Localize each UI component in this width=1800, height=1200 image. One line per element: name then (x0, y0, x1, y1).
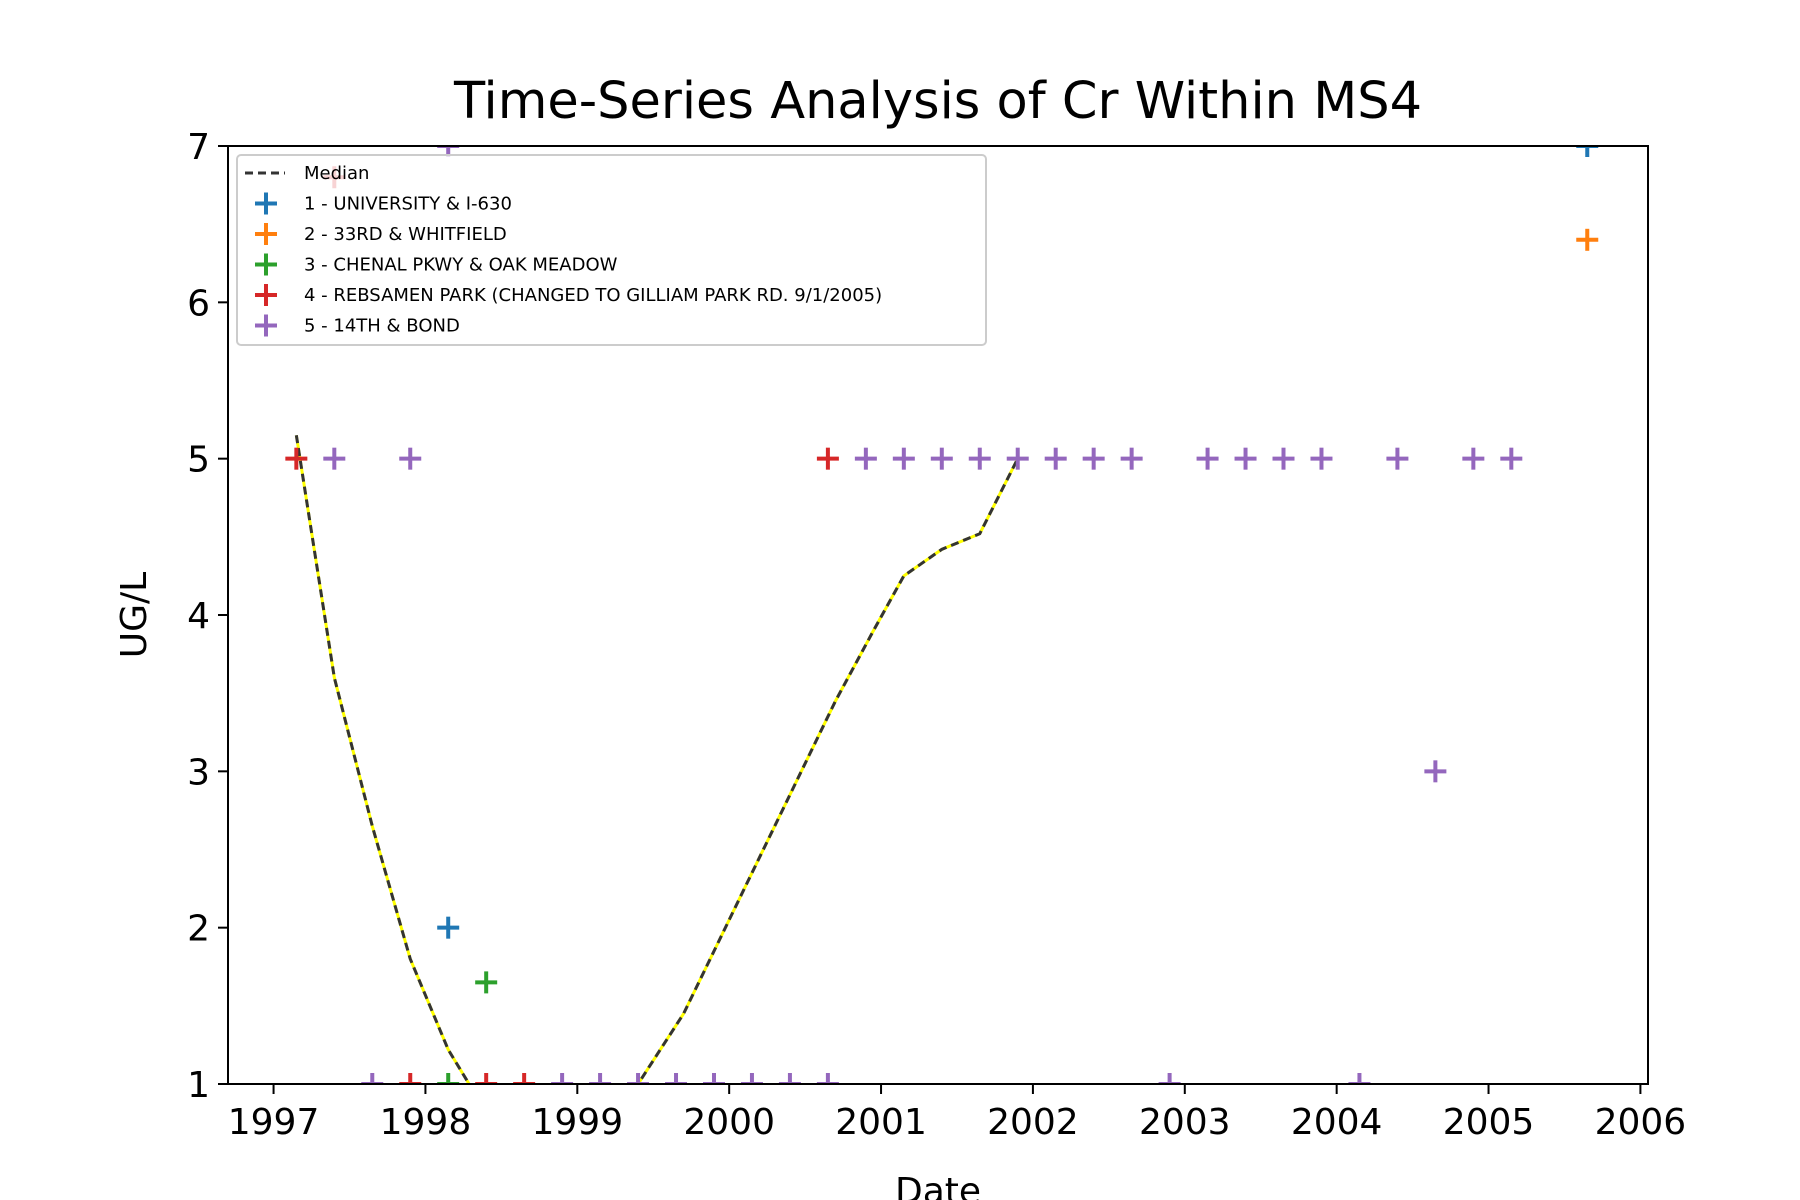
data-point-series-5 (1120, 447, 1143, 470)
data-point-series-5 (1196, 447, 1219, 470)
data-point-series-5 (1386, 447, 1409, 470)
data-point-series-5 (1310, 447, 1333, 470)
legend-label: Median (304, 163, 369, 184)
data-point-series-5 (1462, 447, 1485, 470)
legend-label: 2 - 33RD & WHITFIELD (304, 224, 507, 245)
legend-marker (255, 314, 277, 337)
data-point-series-5 (1006, 447, 1029, 470)
x-tick-label: 1998 (380, 1102, 472, 1143)
data-point-series-5 (1158, 1073, 1181, 1084)
x-tick-label: 2004 (1291, 1102, 1383, 1143)
data-point-series-5 (1500, 447, 1523, 470)
legend: Median 1 - UNIVERSITY & I-630 2 - 33RD & W… (236, 154, 987, 346)
data-point-series-5 (930, 447, 953, 470)
x-axis: 1997 1998 1999 2000 2001 2002 2003 2004 2005 2006 (228, 1084, 1686, 1143)
y-tick-label: 2 (187, 909, 210, 950)
data-point-series-4 (513, 1073, 536, 1084)
data-point-series-3 (437, 1073, 460, 1084)
data-point-series-4 (399, 1073, 422, 1084)
data-point-series-2 (1576, 228, 1599, 251)
data-point-series-5 (1272, 447, 1295, 470)
data-point-series-5 (740, 1073, 763, 1084)
legend-marker (255, 253, 277, 276)
data-point-series-5 (589, 1073, 612, 1084)
data-point-series-5 (551, 1073, 574, 1084)
y-tick-label: 4 (187, 596, 210, 637)
median-line (294, 434, 1020, 1084)
data-point-series-5 (1424, 760, 1447, 783)
data-point-series-1 (1576, 146, 1599, 157)
legend-label: 5 - 14TH & BOND (304, 316, 460, 337)
legend-marker (255, 223, 277, 245)
data-point-series-5 (323, 447, 346, 470)
data-point-series-5 (1082, 447, 1105, 470)
data-point-series-5 (1044, 447, 1067, 470)
y-tick-label: 3 (187, 752, 210, 793)
median-line-highlight (294, 434, 1020, 1084)
data-point-series-5 (816, 1073, 839, 1084)
data-point-series-5 (627, 1073, 650, 1084)
legend-box (236, 154, 987, 346)
data-point-series-5 (399, 447, 422, 470)
x-tick-label: 2003 (1139, 1102, 1231, 1143)
legend-label: 3 - CHENAL PKWY & OAK MEADOW (304, 255, 618, 276)
data-point-series-5 (1234, 447, 1257, 470)
legend-marker (255, 192, 277, 215)
y-tick-label: 7 (187, 127, 210, 168)
data-point-series-5 (437, 146, 460, 157)
data-point-series-5 (1348, 1073, 1371, 1084)
data-point-series-5 (854, 447, 877, 470)
data-point-series-5 (665, 1073, 688, 1084)
x-tick-label: 1999 (531, 1102, 623, 1143)
data-point-series-1 (437, 916, 460, 939)
x-tick-label: 1997 (228, 1102, 320, 1143)
y-axis-label: UG/L (114, 572, 155, 658)
legend-marker (255, 284, 277, 306)
y-tick-label: 5 (187, 440, 210, 481)
x-axis-label: Date (895, 1171, 981, 1200)
legend-label: 1 - UNIVERSITY & I-630 (304, 194, 512, 215)
data-point-series-5 (702, 1073, 725, 1084)
data-point-series-5 (361, 1073, 384, 1084)
data-point-series-5 (892, 447, 915, 470)
y-tick-label: 1 (187, 1065, 210, 1106)
y-axis: 1 2 3 4 5 6 7 (187, 127, 228, 1106)
data-point-series-4 (285, 447, 308, 470)
data-point-series-5 (968, 447, 991, 470)
data-point-series-4 (475, 1073, 498, 1084)
x-tick-label: 2001 (835, 1102, 927, 1143)
legend-label: 4 - REBSAMEN PARK (CHANGED TO GILLIAM PA… (304, 285, 882, 306)
data-point-series-5 (778, 1073, 801, 1084)
y-tick-label: 6 (187, 283, 210, 324)
chart-title: Time-Series Analysis of Cr Within MS4 (453, 72, 1422, 131)
x-tick-label: 2000 (683, 1102, 775, 1143)
data-point-series-3 (475, 971, 498, 994)
x-tick-label: 2005 (1443, 1102, 1535, 1143)
data-point-series-4 (816, 447, 839, 470)
x-tick-label: 2002 (987, 1102, 1079, 1143)
x-tick-label: 2006 (1595, 1102, 1687, 1143)
